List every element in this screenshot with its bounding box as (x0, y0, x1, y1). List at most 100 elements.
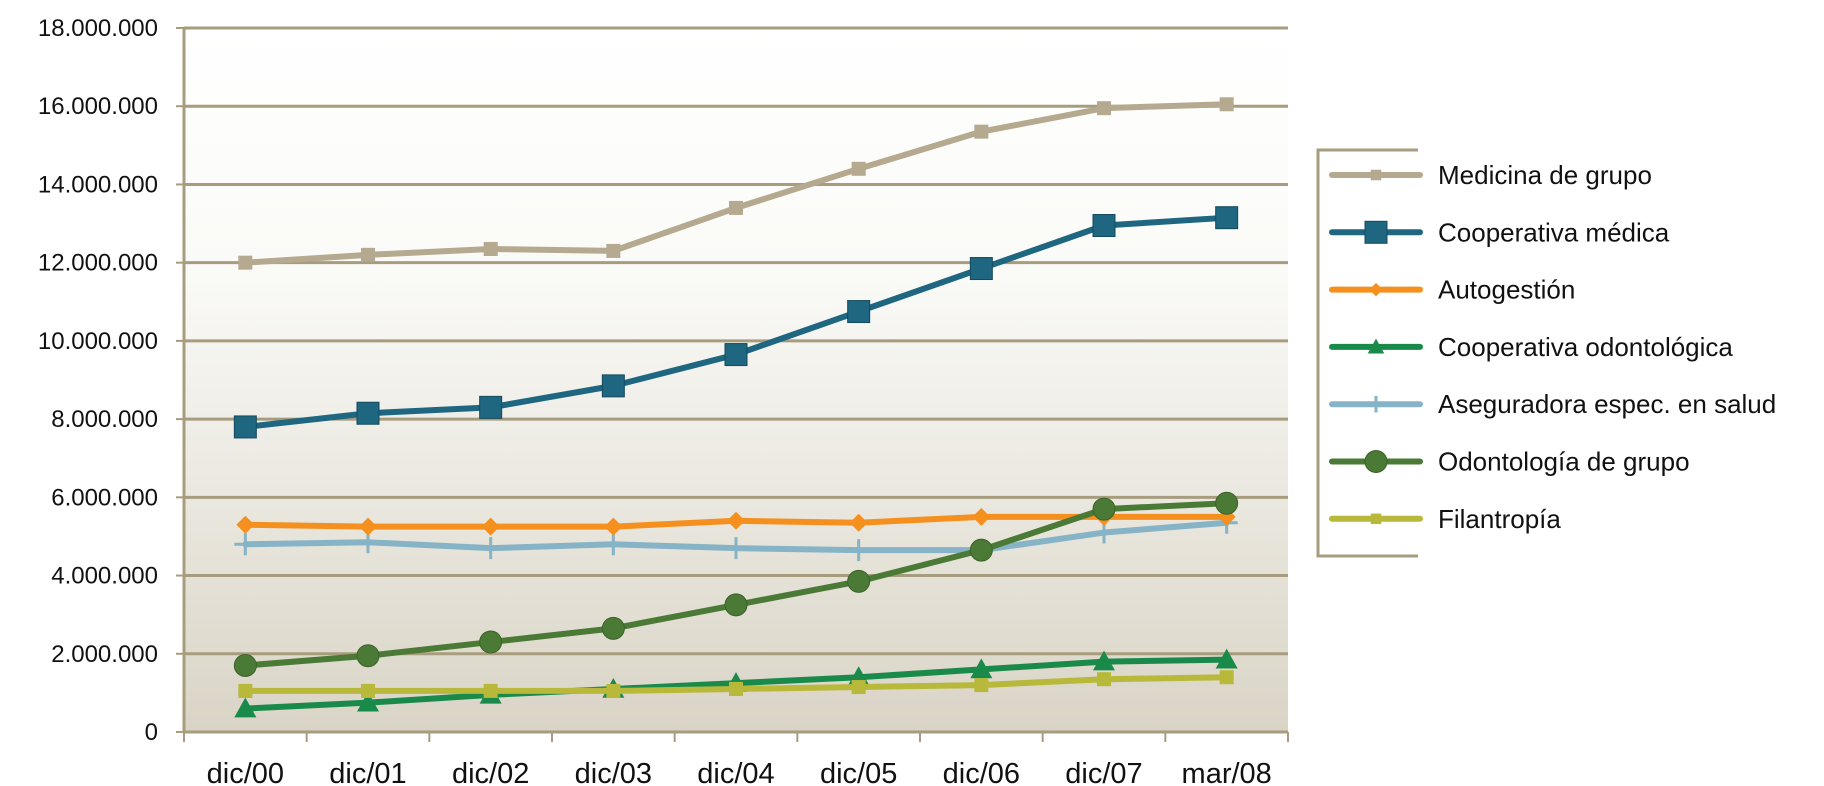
y-tick-label: 8.000.000 (51, 406, 158, 433)
data-point (233, 415, 257, 439)
data-point (357, 691, 379, 712)
data-point (972, 507, 991, 526)
data-point (234, 533, 257, 556)
data-point (479, 630, 503, 654)
data-point (1367, 395, 1385, 413)
data-point (361, 247, 375, 262)
data-point (1092, 214, 1116, 238)
legend-label: Cooperativa odontológica (1438, 332, 1733, 362)
data-point (606, 243, 621, 258)
y-tick-label: 18.000.000 (38, 15, 158, 42)
data-point (479, 395, 503, 419)
data-point (1219, 97, 1234, 112)
legend-item: Autogestión (1329, 275, 1575, 305)
y-tick-label: 6.000.000 (51, 484, 158, 511)
data-point (601, 374, 625, 398)
data-point (1219, 670, 1234, 685)
x-tick-label: dic/06 (943, 758, 1020, 786)
data-point (1364, 450, 1388, 473)
data-point (847, 539, 870, 562)
series-filantrop-a (238, 670, 1234, 698)
data-point (969, 257, 993, 281)
data-point (359, 517, 377, 536)
y-tick-label: 10.000.000 (38, 328, 158, 355)
data-point (974, 124, 989, 139)
data-point (851, 161, 866, 176)
data-point (602, 533, 625, 556)
y-tick-label: 12.000.000 (38, 250, 158, 277)
legend: Medicina de grupo Cooperativa médica Autog… (1316, 148, 1824, 558)
data-point (725, 537, 747, 560)
legend-item: Filantropía (1329, 504, 1561, 534)
data-point (970, 658, 993, 679)
data-point (356, 401, 380, 425)
data-point (238, 683, 253, 698)
data-point (1092, 497, 1116, 521)
data-point (1093, 650, 1115, 671)
data-point (234, 697, 257, 718)
legend-label: Aseguradora espec. en salud (1438, 389, 1776, 419)
y-tick-label: 14.000.000 (38, 171, 158, 198)
data-point (729, 681, 743, 696)
series-medicina-de-grupo (238, 97, 1234, 270)
data-point (483, 683, 498, 698)
series-lines (233, 97, 1239, 718)
x-tick-label: dic/04 (697, 758, 774, 786)
data-point (1369, 282, 1383, 297)
y-axis-tick-labels: 0 2.000.000 4.000.000 6.000.000 8.000.000 10.… (38, 15, 158, 746)
data-point (604, 517, 623, 536)
data-point (1097, 672, 1111, 687)
data-point (849, 513, 868, 532)
x-tick-label: dic/02 (452, 758, 529, 786)
data-point (729, 200, 743, 215)
legend-label: Autogestión (1438, 275, 1575, 305)
y-tick-label: 16.000.000 (38, 93, 158, 120)
data-point (483, 241, 498, 256)
x-tick-label: dic/00 (207, 758, 284, 786)
data-point (606, 683, 621, 698)
x-tick-label: dic/07 (1065, 758, 1142, 786)
legend-box (1318, 150, 1824, 556)
x-tick-label: dic/01 (329, 758, 406, 786)
data-point (974, 678, 989, 693)
x-tick-label: dic/05 (820, 758, 897, 786)
data-point (356, 644, 380, 668)
data-point (601, 616, 625, 640)
data-point (1370, 169, 1382, 181)
data-point (847, 300, 871, 324)
data-point (1364, 220, 1388, 244)
x-tick-label: dic/03 (575, 758, 652, 786)
data-point (238, 255, 253, 270)
data-point (481, 517, 500, 536)
data-point (1215, 206, 1239, 230)
legend-item: Cooperativa odontológica (1329, 332, 1733, 362)
data-point (1367, 338, 1385, 354)
data-point (236, 515, 255, 534)
legend-item: Cooperativa médica (1329, 217, 1670, 247)
legend-item: Medicina de grupo (1329, 160, 1652, 190)
data-point (479, 537, 502, 560)
series-autogesti-n (236, 507, 1236, 536)
data-point (361, 683, 375, 698)
data-point (1215, 648, 1238, 669)
series-cooperativa-m-dica (233, 206, 1239, 439)
data-point (1215, 491, 1239, 515)
data-point (1370, 513, 1382, 525)
legend-border (1316, 148, 1418, 558)
data-point (724, 343, 748, 367)
y-tick-label: 0 (145, 719, 158, 746)
series-odontolog-a-de-grupo (233, 491, 1239, 678)
x-axis-tick-labels: dic/00 dic/01 dic/02 dic/03 dic/04 dic/05 dic/… (207, 758, 1272, 786)
data-point (1097, 101, 1111, 116)
y-tick-label: 4.000.000 (51, 563, 158, 590)
plot-area (184, 28, 1288, 732)
axes (182, 28, 1289, 742)
legend-item: Odontología de grupo (1329, 447, 1690, 477)
legend-label: Filantropía (1438, 504, 1561, 534)
data-point (969, 538, 993, 562)
legend-label: Odontología de grupo (1438, 447, 1690, 477)
x-tick-label: mar/08 (1182, 758, 1272, 786)
data-point (727, 511, 745, 530)
legend-label: Cooperativa médica (1438, 217, 1670, 247)
data-point (724, 593, 748, 617)
